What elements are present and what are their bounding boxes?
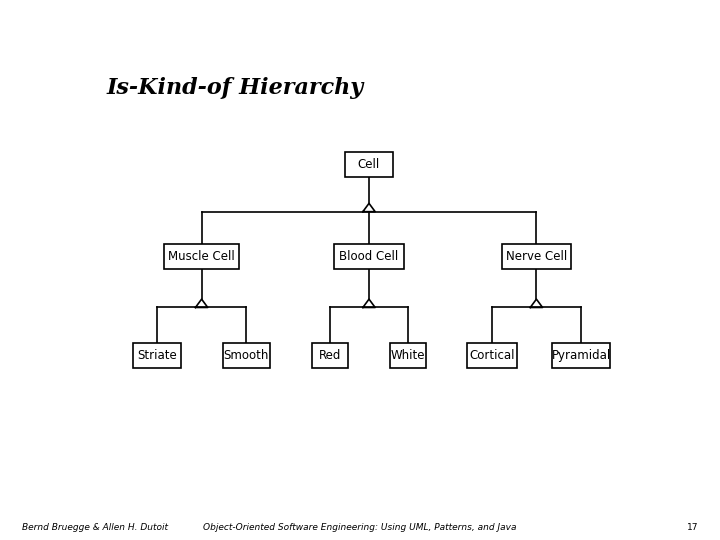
FancyBboxPatch shape bbox=[164, 244, 239, 268]
Text: Striate: Striate bbox=[137, 349, 177, 362]
FancyBboxPatch shape bbox=[346, 152, 392, 177]
FancyBboxPatch shape bbox=[334, 244, 404, 268]
Text: Is-Kind-of Hierarchy: Is-Kind-of Hierarchy bbox=[107, 77, 364, 99]
Text: 17: 17 bbox=[687, 523, 698, 532]
FancyBboxPatch shape bbox=[502, 244, 571, 268]
FancyBboxPatch shape bbox=[552, 343, 611, 368]
Text: Nerve Cell: Nerve Cell bbox=[505, 249, 567, 262]
Text: Muscle Cell: Muscle Cell bbox=[168, 249, 235, 262]
Text: Cell: Cell bbox=[358, 158, 380, 171]
FancyBboxPatch shape bbox=[467, 343, 517, 368]
Text: Smooth: Smooth bbox=[223, 349, 269, 362]
Text: Object-Oriented Software Engineering: Using UML, Patterns, and Java: Object-Oriented Software Engineering: Us… bbox=[203, 523, 517, 532]
Text: Bernd Bruegge & Allen H. Dutoit: Bernd Bruegge & Allen H. Dutoit bbox=[22, 523, 168, 532]
FancyBboxPatch shape bbox=[222, 343, 270, 368]
FancyBboxPatch shape bbox=[312, 343, 348, 368]
Text: Red: Red bbox=[319, 349, 341, 362]
Text: Pyramidal: Pyramidal bbox=[552, 349, 611, 362]
FancyBboxPatch shape bbox=[133, 343, 181, 368]
FancyBboxPatch shape bbox=[390, 343, 426, 368]
Text: White: White bbox=[391, 349, 426, 362]
Text: Cortical: Cortical bbox=[469, 349, 515, 362]
Text: Blood Cell: Blood Cell bbox=[339, 249, 399, 262]
